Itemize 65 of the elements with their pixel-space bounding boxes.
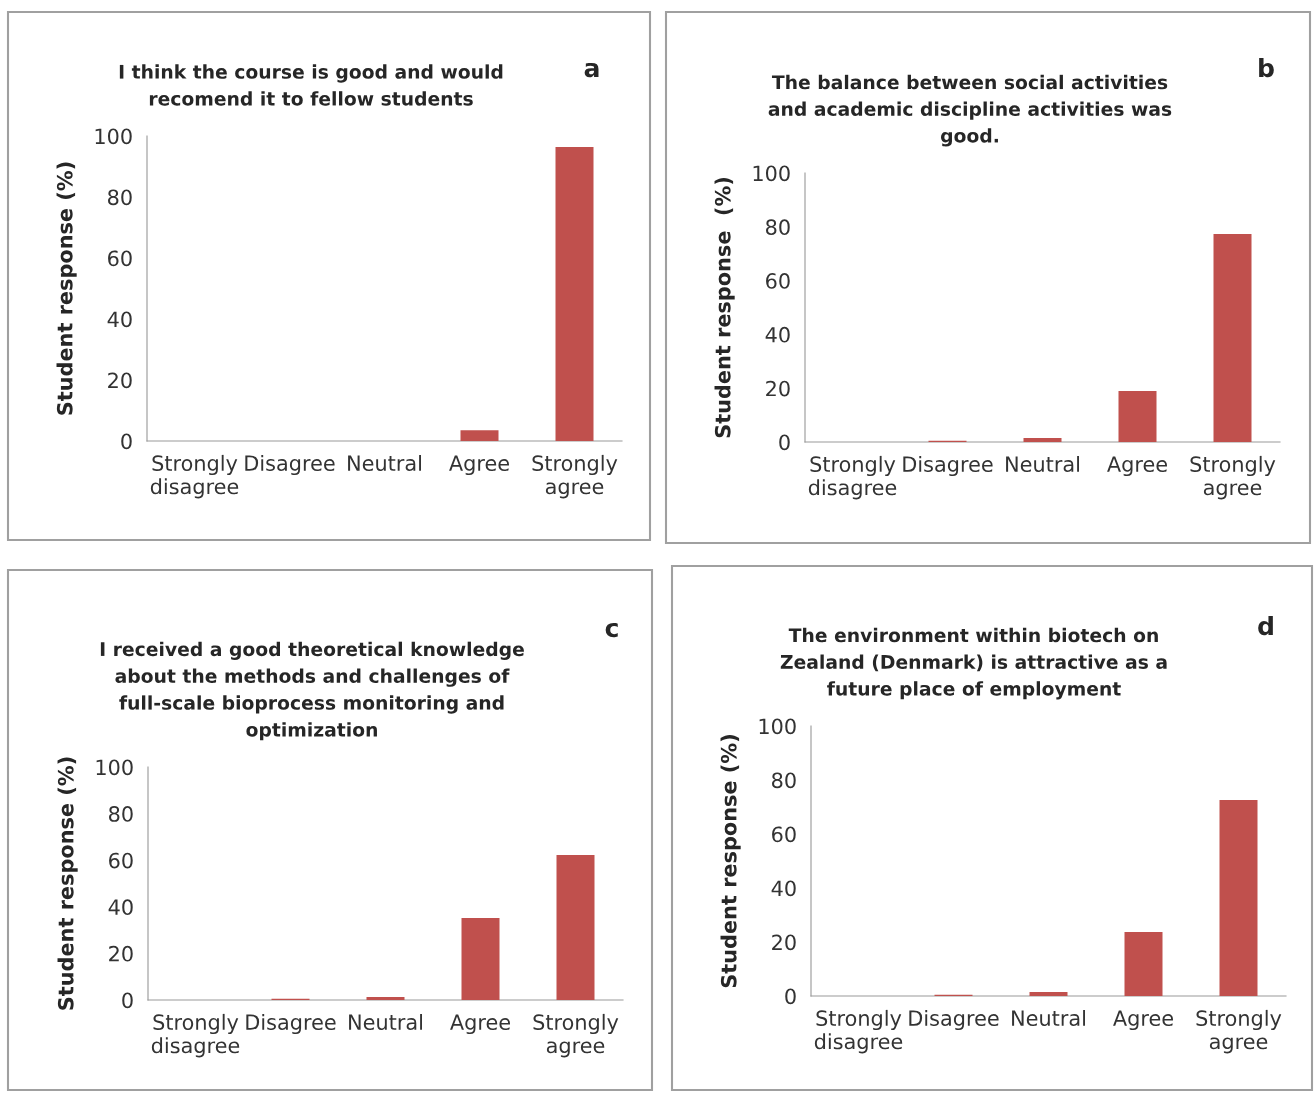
y-tick-label: 60: [108, 250, 132, 267]
bar: [1029, 991, 1068, 996]
y-tick-label: 0: [121, 433, 132, 450]
y-axis-title: Student response (%): [714, 177, 735, 438]
x-tick-label: Neutral: [348, 454, 421, 472]
x-tick-label: Agree: [1113, 1010, 1173, 1031]
text: d: [1258, 615, 1273, 636]
y-tick-label: 60: [772, 826, 796, 843]
x-tick-label: Strongly disagree: [150, 454, 239, 499]
x-tick-label: Disagree: [246, 1013, 336, 1035]
text: c: [605, 622, 618, 638]
y-axis-title: Student response (%): [57, 757, 78, 1010]
bar: [366, 996, 405, 1000]
x-tick-label: Strongly agree: [1190, 455, 1276, 500]
bar: [1023, 437, 1062, 442]
y-tick-label: 100: [95, 128, 132, 145]
y-tick-label: 0: [785, 988, 796, 1005]
y-tick-label: 60: [766, 273, 790, 289]
y-tick-label: 0: [779, 434, 790, 451]
bar: [461, 917, 500, 1000]
text: b: [1259, 57, 1274, 78]
y-tick-label: 40: [771, 880, 796, 897]
y-tick-label: 20: [772, 934, 796, 951]
x-tick-label: Neutral: [1006, 455, 1079, 473]
y-axis-title: Student response (%): [720, 735, 741, 988]
y-tick-label: 80: [766, 219, 790, 236]
y-tick-label: 100: [96, 759, 133, 776]
y-tick-label: 100: [753, 165, 790, 182]
y-tick-label: 40: [107, 311, 132, 328]
x-tick-label: Strongly agree: [532, 454, 618, 499]
x-tick-label: Strongly agree: [1196, 1009, 1282, 1054]
y-tick-label: 20: [108, 372, 132, 389]
y-tick-label: 80: [108, 189, 132, 206]
y-axis-title: Student response (%): [56, 162, 77, 415]
x-tick-label: Strongly disagree: [808, 455, 897, 500]
x-tick-label: Agree: [450, 1014, 510, 1035]
chart-title: I think the course is good and would recomend it to fellow students: [119, 64, 503, 106]
text: a: [584, 62, 599, 78]
y-tick-label: 20: [109, 945, 133, 962]
x-tick-label: Agree: [1107, 456, 1167, 477]
y-tick-label: 40: [108, 899, 133, 916]
chart-title: The environment within biotech on Zealand (Denmark) is attractive as a future place of employment: [780, 627, 1167, 700]
bar: [1118, 390, 1157, 442]
y-tick-label: 0: [122, 992, 133, 1009]
x-tick-label: Neutral: [1012, 1009, 1085, 1027]
x-tick-label: Disagree: [903, 455, 993, 477]
y-tick-label: 80: [772, 772, 796, 789]
y-tick-label: 60: [109, 852, 133, 869]
x-tick-label: Neutral: [349, 1013, 422, 1031]
x-tick-label: Strongly disagree: [814, 1009, 903, 1054]
x-tick-label: Strongly agree: [533, 1013, 619, 1058]
y-tick-label: 40: [765, 326, 790, 343]
x-tick-label: Agree: [449, 455, 509, 476]
x-tick-label: Strongly disagree: [151, 1013, 240, 1058]
chart-title: I received a good theoretical knowledge about the methods and challenges of full-scale bioprocess monitoring and optimization: [100, 641, 524, 741]
bar: [1219, 799, 1258, 996]
y-tick-label: 80: [109, 806, 133, 822]
bar: [556, 855, 595, 1000]
chart-title: The balance between social activities and academic discipline activities was good.: [768, 74, 1172, 147]
bar: [1213, 234, 1252, 442]
x-tick-label: Disagree: [909, 1009, 999, 1031]
y-tick-label: 100: [759, 718, 796, 735]
bar: [1124, 932, 1163, 996]
x-tick-label: Disagree: [245, 454, 335, 476]
y-tick-label: 20: [766, 380, 790, 397]
